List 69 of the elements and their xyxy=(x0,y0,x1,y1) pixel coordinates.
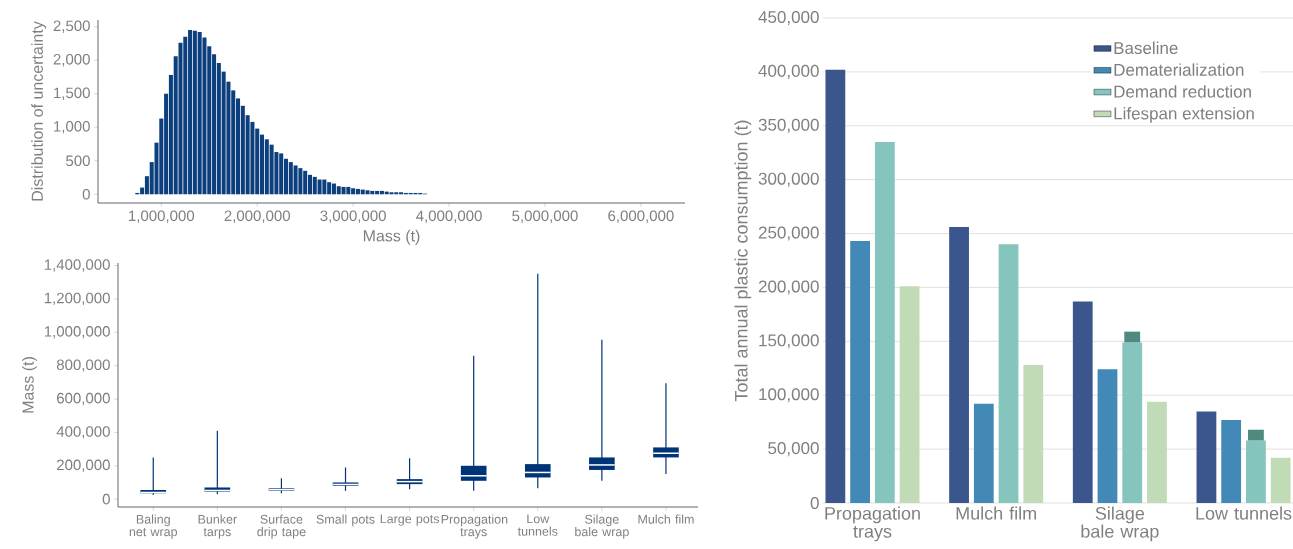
bar xyxy=(850,241,871,503)
x-tick-label: Propagation trays xyxy=(825,506,920,542)
x-tick-label: Propagation trays xyxy=(441,514,508,539)
bar xyxy=(1221,420,1242,503)
bar xyxy=(1147,401,1167,503)
bar xyxy=(1270,457,1291,503)
x-tick-label: 5,000,000 xyxy=(512,210,578,223)
y-tick-label: 800,000 xyxy=(56,359,110,372)
y-tick-label: 250,000 xyxy=(758,226,819,241)
bar xyxy=(1122,342,1143,503)
x-tick-label: Low tunnels xyxy=(517,514,558,536)
y-tick-label: 50,000 xyxy=(768,442,819,457)
bar xyxy=(1097,369,1118,503)
x-tick-label: 3,000,000 xyxy=(320,210,386,223)
x-axis-title: Mass (t) xyxy=(363,229,420,245)
legend-label: Dematerialization xyxy=(1114,63,1244,76)
x-tick-label: Low tunnels xyxy=(1196,506,1292,520)
bar xyxy=(1196,411,1217,503)
y-tick-label: 450,000 xyxy=(758,10,819,26)
y-tick-label: 400,000 xyxy=(56,426,110,439)
y-tick-label: 2,000 xyxy=(53,54,90,67)
legend-label: Baseline xyxy=(1114,41,1178,55)
x-tick-label: Baling net wrap xyxy=(129,514,178,539)
x-tick-label: 6,000,000 xyxy=(608,210,674,223)
bar xyxy=(874,141,895,503)
y-tick-label: 2,500 xyxy=(53,20,90,33)
x-tick-label: 2,000,000 xyxy=(224,210,290,223)
y-tick-label: 300,000 xyxy=(758,172,819,187)
x-tick-label: Silage bale wrap xyxy=(1081,506,1159,542)
y-tick-label: 600,000 xyxy=(57,392,110,406)
bar xyxy=(825,69,846,503)
y-tick-label: 200,000 xyxy=(57,459,110,472)
y-tick-label: 150,000 xyxy=(759,334,819,349)
y-tick-label: 0 xyxy=(102,493,110,505)
x-tick-label: Bunker tarps xyxy=(198,514,237,539)
y-tick-label: 1,200,000 xyxy=(44,292,110,306)
x-tick-label: Large pots xyxy=(380,514,440,526)
bar xyxy=(1072,301,1093,503)
y-tick-label: 1,400,000 xyxy=(44,259,110,272)
y-axis-title: Mass (t) xyxy=(22,357,37,413)
bar xyxy=(1023,365,1044,503)
y-tick-label: 100,000 xyxy=(759,388,819,403)
x-tick-label: 1,000,000 xyxy=(129,210,195,223)
x-tick-label: Mulch film xyxy=(638,514,694,524)
x-tick-label: Mulch film xyxy=(956,506,1036,520)
y-tick-label: 1,500 xyxy=(54,87,90,100)
bar xyxy=(1246,440,1266,503)
bar xyxy=(973,403,994,503)
y-tick-label: 0 xyxy=(810,496,819,510)
y-tick-label: 200,000 xyxy=(758,280,819,295)
legend-label: Demand reduction xyxy=(1114,85,1251,98)
legend-label: Lifespan extension xyxy=(1114,106,1254,123)
y-tick-label: 1,000 xyxy=(54,121,90,134)
bar xyxy=(998,244,1019,503)
y-tick-label: 400,000 xyxy=(758,64,819,79)
x-tick-label: 4,000,000 xyxy=(416,210,482,223)
y-tick-label: 350,000 xyxy=(758,118,819,133)
x-tick-label: Silage bale wrap xyxy=(575,514,629,539)
x-tick-label: Small pots xyxy=(316,514,375,527)
bar xyxy=(1124,331,1141,343)
y-axis-title: Total annual plastic consumption (t) xyxy=(734,120,752,402)
bar xyxy=(899,286,920,503)
bar xyxy=(949,227,969,503)
y-tick-label: 1,000,000 xyxy=(44,326,110,339)
y-tick-label: 0 xyxy=(82,188,90,200)
x-tick-label: Surface drip tape xyxy=(257,514,306,539)
y-tick-label: 500 xyxy=(66,155,90,167)
y-axis-title: Distribution of uncertainty xyxy=(31,21,47,201)
bar xyxy=(1247,429,1264,441)
